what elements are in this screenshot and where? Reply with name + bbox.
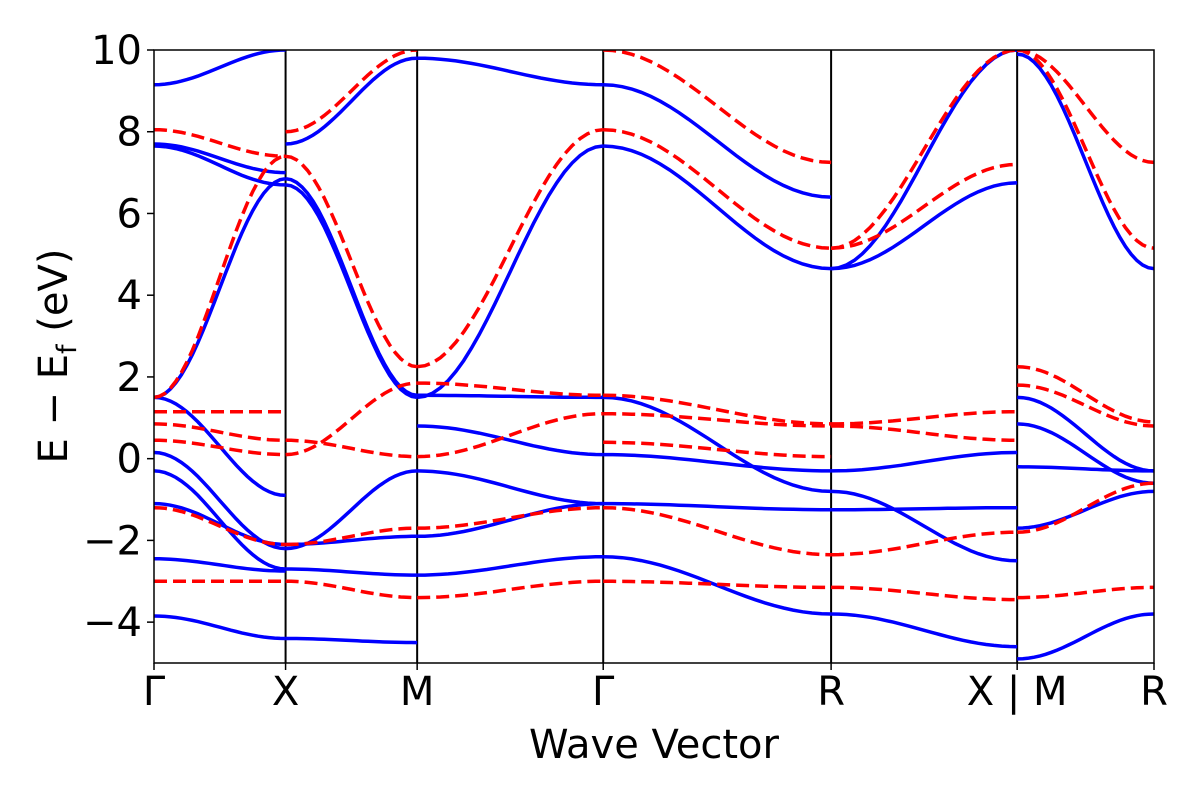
dashed-band-line [1016,50,1154,250]
solid-band-line [285,636,418,645]
solid-band-line [285,183,418,400]
solid-band-line [417,554,604,577]
dashed-band-line [416,127,604,369]
dashed-band-line [417,579,604,600]
y-axis-label-unit: (eV) [31,249,77,345]
x-axis-label: Wave Vector [529,722,780,768]
solid-band-line [416,144,604,400]
y-tick-label: 2 [117,355,142,401]
y-tick-label: 8 [117,110,142,156]
dashed-band-line [285,438,418,459]
dashed-band-line [831,162,1018,250]
y-axis-ticks: −4 −2 0 2 4 6 8 10 [83,28,154,646]
solid-band-line [417,501,604,539]
y-tick-label: −2 [83,518,142,564]
dashed-band-line [285,381,418,457]
solid-band-line [830,50,1018,271]
solid-band-line [603,395,832,494]
dashed-band-line [154,505,286,547]
dashed-band-line [603,127,832,250]
solid-band-line [831,181,1018,271]
solid-band-line [417,56,604,87]
solid-band-line [1016,52,1154,271]
solid-band-line [417,469,604,506]
dashed-band-line [603,393,832,426]
solid-band-line [154,557,286,573]
y-tick-label: 4 [117,273,142,319]
x-tick-label: R [1140,669,1168,715]
band-lines [154,50,1154,661]
dashed-band-line [1017,383,1154,428]
dashed-band-line [1017,585,1154,600]
dashed-band-line [831,585,1018,602]
solid-band-line [831,450,1018,473]
x-axis-ticks: Γ X M Γ R X | M R [143,663,1168,715]
solid-band-line [1017,612,1154,661]
solid-band-line [1017,465,1154,473]
solid-band-line [154,469,286,571]
plot-frame [153,49,1155,664]
dashed-band-line [154,438,286,457]
dashed-band-line [285,50,418,134]
solid-band-line [603,144,832,271]
dashed-band-line [831,424,1018,443]
dashed-band-line [603,50,832,165]
solid-band-line [1017,489,1154,530]
dashed-band-line [831,530,1018,557]
y-axis-label: E − Ef (eV) [31,249,83,464]
x-tick-label: Γ [592,669,615,715]
x-tick-label: Γ [143,669,166,715]
y-tick-label: 6 [117,191,142,237]
dashed-band-line [417,505,604,530]
solid-band-line [831,505,1018,512]
dashed-band-line [1017,481,1154,534]
solid-band-line [1017,395,1154,473]
solid-band-line [154,50,286,87]
y-tick-label: 10 [91,28,142,74]
dashed-band-line [285,579,418,600]
solid-band-line [831,612,1018,649]
y-tick-label: 0 [117,437,142,483]
x-tick-label: X | M [967,669,1068,715]
dashed-band-line [154,422,286,443]
dashed-band-line [830,50,1018,250]
solid-band-line [603,82,832,199]
x-tick-label: X [272,669,299,715]
dashed-band-line [831,409,1018,426]
dashed-band-line [417,381,604,398]
solid-band-line [154,144,286,187]
dashed-band-line [1017,50,1154,165]
dashed-band-line [603,579,832,590]
dashed-band-line [154,154,286,400]
y-tick-label: −4 [83,600,142,646]
solid-band-line [154,450,286,551]
solid-band-line [603,501,832,512]
y-axis-label-main: E − E [31,354,77,464]
solid-band-line [1017,422,1154,485]
dashed-band-line [285,526,418,547]
dashed-band-line [417,411,604,459]
solid-band-line [154,614,286,641]
y-axis-label-subscript: f [52,343,83,354]
dashed-band-line [285,154,418,369]
solid-band-line [285,56,418,146]
dashed-band-line [603,505,832,557]
x-tick-label: M [400,669,435,715]
solid-band-line [154,176,286,400]
dashed-band-line [1017,364,1154,424]
solid-band-line [285,567,418,577]
dashed-band-line [603,411,832,428]
dashed-band-line [154,127,286,159]
solid-band-line [417,424,604,457]
solid-band-line [603,452,832,473]
kpoint-divider-lines [284,50,1019,663]
solid-band-line [417,393,604,400]
dashed-band-line [603,440,832,459]
solid-band-line [831,489,1018,563]
x-tick-label: R [817,669,845,715]
